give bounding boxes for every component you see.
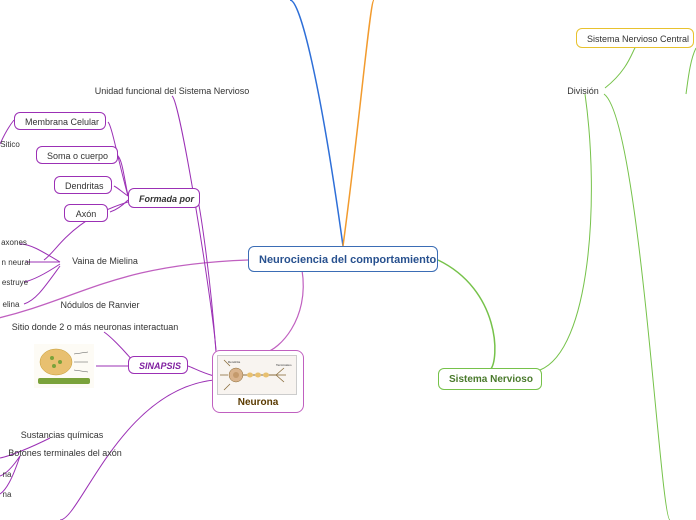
node-sinapsis-label: SINAPSIS [139,361,181,371]
node-sistema_nervioso[interactable]: Sistema Nervioso [438,368,542,390]
node-sitico-label: Sitico [0,140,20,149]
node-axon[interactable]: Axón [64,204,108,222]
svg-text:Dendrita: Dendrita [228,360,241,364]
node-sitio_interac-label: Sitio donde 2 o más neuronas interactuan [12,322,179,332]
edge [605,46,636,88]
node-botones-label: Botones terminales del axón [8,448,122,458]
node-na1: na [0,470,14,479]
edge [540,94,591,370]
node-sitio_interac: Sitio donde 2 o más neuronas interactuan [0,322,190,332]
node-estruye: estruye [0,278,30,287]
edge [343,0,374,246]
node-snc-label: Sistema Nervioso Central [587,34,689,44]
edge [686,48,696,94]
central-topic-label: Neurociencia del comportamiento [259,254,436,266]
node-formada_por-label: Formada por [139,194,194,204]
node-na1-label: na [3,470,12,479]
node-unidad_func-label: Unidad funcional del Sistema Nervioso [95,86,250,96]
node-n_neural-label: n neural [2,258,31,267]
node-unidad_func: Unidad funcional del Sistema Nervioso [82,86,262,96]
node-sistema_nervioso-label: Sistema Nervioso [449,374,533,385]
central-topic[interactable]: Neurociencia del comportamiento [248,246,438,272]
edge [188,366,214,376]
node-axon-label: Axón [76,209,97,219]
node-vaina: Vaina de Mielina [60,256,150,266]
edge [438,260,495,370]
node-snc[interactable]: Sistema Nervioso Central [576,28,694,48]
node-elina-label: elina [3,300,20,309]
neuron-diagram-icon: Dendrita Terminales [217,355,297,395]
node-neurona[interactable]: Dendrita Terminales Neurona [212,350,304,413]
node-sitico: Sitico [0,140,20,149]
node-na2: na [0,490,14,499]
edge [266,270,303,352]
synapse-diagram-icon [34,344,94,388]
node-division-label: División [567,86,599,96]
edge [290,0,343,246]
node-membrana-label: Membrana Celular [25,117,99,127]
edge [104,332,132,360]
node-vaina-label: Vaina de Mielina [72,256,138,266]
node-elina: elina [0,300,22,309]
node-membrana[interactable]: Membrana Celular [14,112,106,130]
node-dendritas-label: Dendritas [65,181,104,191]
node-nodulos-label: Nódulos de Ranvier [60,300,139,310]
node-formada_por[interactable]: Formada por [128,188,200,208]
node-division: División [558,86,608,96]
node-na2-label: na [3,490,12,499]
node-botones: Botones terminales del axón [0,448,130,458]
node-sinapsis[interactable]: SINAPSIS [128,356,188,374]
edge [110,200,128,212]
edge [604,94,670,520]
node-soma[interactable]: Soma o cuerpo [36,146,118,164]
node-axones-label: axones [1,238,27,247]
edge [172,96,216,350]
svg-text:Terminales: Terminales [276,363,292,367]
node-sustancias-label: Sustancias químicas [21,430,104,440]
node-axones: axones [0,238,28,247]
node-nodulos: Nódulos de Ranvier [48,300,152,310]
node-sustancias: Sustancias químicas [12,430,112,440]
node-neurona-label: Neurona [238,397,279,408]
node-estruye-label: estruye [2,278,28,287]
node-dendritas[interactable]: Dendritas [54,176,112,194]
node-soma-label: Soma o cuerpo [47,151,108,161]
node-n_neural: n neural [0,258,32,267]
